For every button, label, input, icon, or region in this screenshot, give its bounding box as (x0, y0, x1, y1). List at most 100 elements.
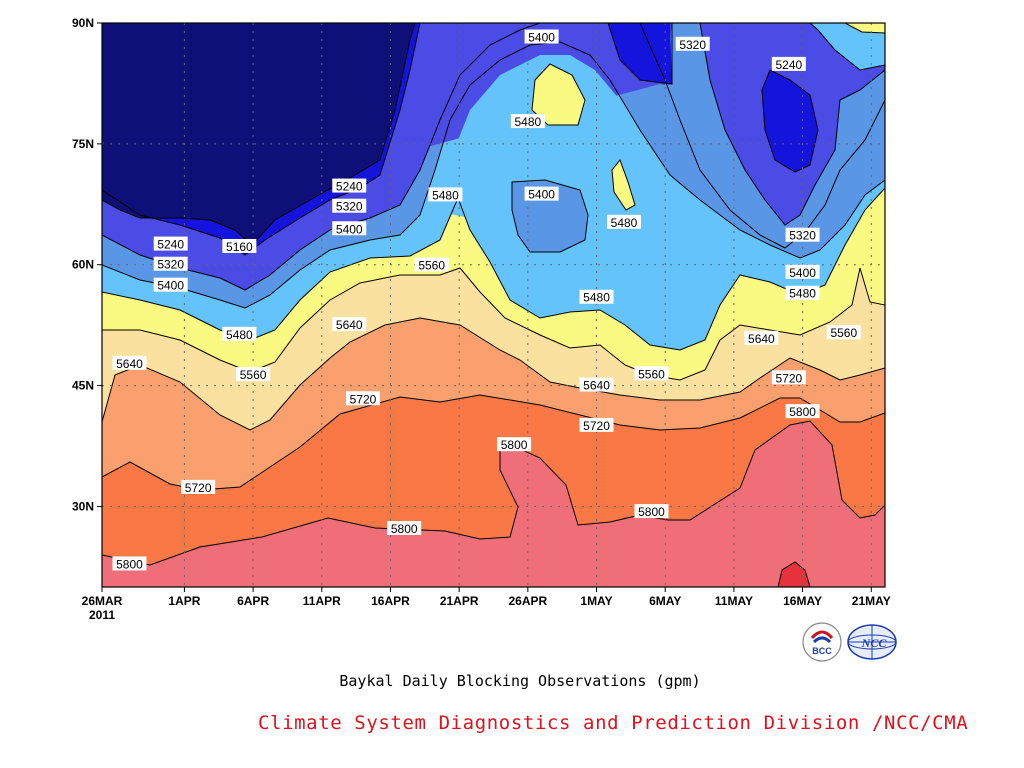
contour-line-upper-5320 (699, 23, 885, 226)
contour-line-ne-5480 (809, 23, 885, 71)
y-tick-label: 45N (72, 379, 94, 393)
band-upper-5160-5240 (762, 70, 818, 172)
bcc-logo-text: BCC (812, 646, 832, 656)
contour-label: 5320 (785, 227, 820, 243)
contour-line-ne-5560 (844, 23, 885, 34)
contour-label: 5320 (675, 36, 710, 52)
x-tick-label: 1APR (168, 594, 200, 608)
x-tick-label: 21MAY (852, 594, 891, 608)
contour-label: 5560 (414, 257, 449, 273)
contour-label: 5240 (332, 178, 367, 194)
credit-line: Climate System Diagnostics and Predictio… (258, 712, 969, 734)
contour-label: 5720 (346, 391, 380, 406)
contour-fill-layer (102, 23, 885, 587)
contour-label: 5560 (634, 366, 669, 381)
contour-label-text: 5400 (336, 222, 363, 236)
contour-label: 5480 (222, 326, 257, 342)
contour-line-5880 (777, 561, 811, 587)
contour-label: 5480 (607, 214, 641, 230)
contour-label-text: 5480 (789, 287, 816, 301)
contour-label-text: 5400 (528, 188, 555, 202)
contour-label-text: 5480 (514, 115, 541, 129)
contour-label-bg (785, 264, 820, 279)
contour-label-text: 5400 (789, 266, 816, 280)
contour-label-text: 5640 (336, 318, 363, 332)
contour-line-5480 (102, 187, 885, 351)
x-tick-label: 26APR (508, 594, 547, 608)
contour-label-bg (428, 187, 463, 202)
contour-label-text: 5320 (679, 38, 706, 52)
contour-label-text: 5480 (432, 188, 459, 202)
contour-label: 5480 (428, 187, 463, 202)
contour-label-text: 5240 (775, 58, 802, 72)
contour-label: 5400 (524, 186, 559, 202)
contour-line-5160 (102, 23, 416, 246)
contour-label-text: 5720 (775, 371, 802, 385)
x-tick-label: 16APR (371, 594, 410, 608)
chart-caption: Baykal Daily Blocking Observations (gpm) (339, 672, 701, 690)
contour-label-text: 5800 (116, 557, 143, 571)
contour-label-bg (387, 520, 422, 535)
contour-label-text: 5480 (611, 216, 638, 230)
band-below-5160 (102, 23, 415, 245)
contour-label-text: 5480 (583, 291, 610, 305)
band-upper-ne-light (810, 23, 885, 70)
contour-label-text: 5480 (226, 328, 253, 342)
contour-label: 5560 (826, 325, 861, 340)
contour-label-bg (346, 391, 380, 406)
contour-label-text: 5560 (638, 367, 665, 381)
contour-label-bg (524, 186, 559, 201)
contour-label: 5720 (771, 370, 806, 385)
contour-label-bg (634, 504, 669, 519)
contour-label-bg (222, 326, 257, 341)
x-tick-label: 26MAR (82, 594, 123, 608)
contour-line-5800 (102, 420, 885, 566)
pocket-above-5880 (778, 562, 810, 587)
contour-label-bg (112, 355, 147, 370)
contour-label-bg (771, 56, 806, 71)
contour-label-text: 5560 (418, 259, 445, 273)
x-tick-label: 6MAY (649, 594, 681, 608)
contour-label: 5640 (112, 355, 147, 371)
contour-label: 5480 (579, 289, 614, 305)
contour-label-text: 5400 (157, 279, 184, 293)
y-axis: 30N 45N 60N 75N 90N (72, 16, 102, 513)
contour-label-text: 5640 (116, 357, 143, 371)
contour-label-bg (181, 479, 216, 494)
contour-label-bg (332, 221, 367, 236)
contour-label: 5800 (112, 556, 147, 571)
x-tick-label: 11APR (303, 594, 341, 608)
bcc-logo: BCC (802, 622, 842, 662)
contour-label-text: 5640 (583, 379, 610, 393)
contour-line-5400 (102, 41, 885, 309)
contour-label-text: 5400 (528, 31, 555, 45)
x-tick-label: 11MAY (715, 594, 753, 608)
contour-line-upper-strip (607, 23, 673, 85)
contour-label: 5480 (785, 285, 820, 301)
contour-label-bg (510, 114, 545, 129)
contour-label-bg (744, 330, 779, 345)
contour-label: 5720 (181, 479, 216, 495)
contour-label: 5320 (153, 256, 188, 272)
contour-line-5560 (102, 267, 885, 381)
band-upper-ne-yellow (845, 23, 885, 33)
contour-label-text: 5640 (748, 332, 775, 346)
contour-label-bg (771, 370, 806, 385)
contour-line-pocket-5400 (511, 179, 589, 253)
contour-label: 5240 (153, 236, 188, 252)
logo-group: BCC NCC (802, 620, 898, 664)
contour-label: 5800 (785, 404, 820, 419)
contour-label: 5560 (236, 367, 271, 382)
contour-label-bg (153, 277, 188, 292)
contour-label-bg (579, 377, 614, 392)
y-tick-label: 60N (72, 258, 94, 272)
contour-label-bg (524, 29, 559, 44)
ncc-logo: NCC (847, 624, 897, 660)
contour-label-text: 5800 (638, 505, 665, 519)
contour-label-bg (332, 178, 367, 193)
contour-label: 5400 (153, 277, 188, 293)
y-tick-label: 30N (72, 499, 94, 513)
pocket-light-blue (430, 55, 720, 270)
contour-label: 5480 (510, 114, 545, 129)
contour-label-bg (579, 417, 614, 432)
